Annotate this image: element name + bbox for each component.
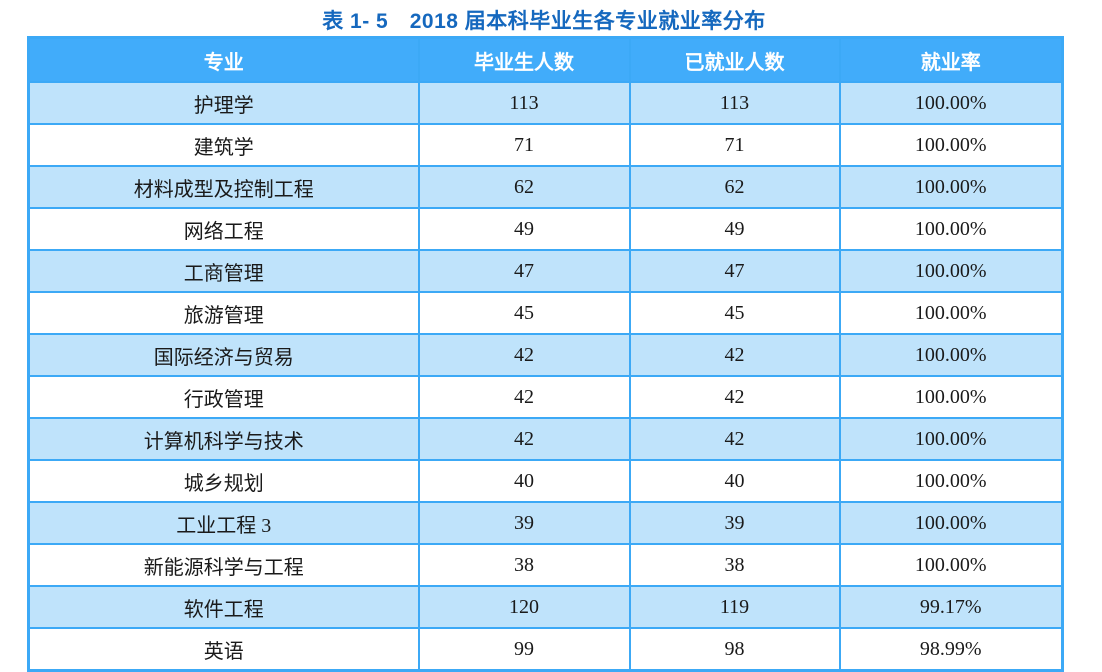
employed-cell: 42 — [628, 375, 841, 419]
major-cell: 旅游管理 — [27, 291, 420, 335]
rate-cell: 100.00% — [838, 459, 1064, 503]
table-row: 计算机科学与技术 42 42 100.00% — [27, 417, 1064, 461]
graduates-cell: 49 — [417, 207, 631, 251]
rate-cell: 100.00% — [838, 81, 1064, 125]
rate-cell: 100.00% — [838, 375, 1064, 419]
major-cell: 英语 — [27, 627, 420, 672]
major-cell: 新能源科学与工程 — [27, 543, 420, 587]
employed-cell: 47 — [628, 249, 841, 293]
graduates-cell: 71 — [417, 123, 631, 167]
header-row: 专业 毕业生人数 已就业人数 就业率 — [27, 36, 1064, 83]
graduates-cell: 42 — [417, 417, 631, 461]
rate-cell: 100.00% — [838, 249, 1064, 293]
employed-cell: 119 — [628, 585, 841, 629]
rate-cell: 100.00% — [838, 165, 1064, 209]
employed-cell: 40 — [628, 459, 841, 503]
employed-cell: 39 — [628, 501, 841, 545]
col-header-rate: 就业率 — [838, 36, 1064, 83]
major-cell: 城乡规划 — [27, 459, 420, 503]
major-cell: 网络工程 — [27, 207, 420, 251]
rate-cell: 100.00% — [838, 417, 1064, 461]
col-header-employed: 已就业人数 — [628, 36, 841, 83]
graduates-cell: 113 — [417, 81, 631, 125]
table-row: 旅游管理 45 45 100.00% — [27, 291, 1064, 335]
employed-cell: 45 — [628, 291, 841, 335]
employed-cell: 62 — [628, 165, 841, 209]
major-cell: 计算机科学与技术 — [27, 417, 420, 461]
rate-cell: 100.00% — [838, 291, 1064, 335]
rate-cell: 100.00% — [838, 501, 1064, 545]
table-row: 国际经济与贸易 42 42 100.00% — [27, 333, 1064, 377]
rate-cell: 99.17% — [838, 585, 1064, 629]
rate-cell: 100.00% — [838, 123, 1064, 167]
employed-cell: 38 — [628, 543, 841, 587]
rate-cell: 98.99% — [838, 627, 1064, 672]
major-cell: 工商管理 — [27, 249, 420, 293]
table-row: 建筑学 71 71 100.00% — [27, 123, 1064, 167]
graduates-cell: 99 — [417, 627, 631, 672]
graduates-cell: 42 — [417, 333, 631, 377]
table-row: 行政管理 42 42 100.00% — [27, 375, 1064, 419]
table-row: 网络工程 49 49 100.00% — [27, 207, 1064, 251]
table-row: 城乡规划 40 40 100.00% — [27, 459, 1064, 503]
employed-cell: 49 — [628, 207, 841, 251]
graduates-cell: 45 — [417, 291, 631, 335]
table-row: 软件工程 120 119 99.17% — [27, 585, 1064, 629]
graduates-cell: 47 — [417, 249, 631, 293]
major-cell: 国际经济与贸易 — [27, 333, 420, 377]
rate-cell: 100.00% — [838, 333, 1064, 377]
major-cell: 护理学 — [27, 81, 420, 125]
graduates-cell: 120 — [417, 585, 631, 629]
employed-cell: 42 — [628, 417, 841, 461]
graduates-cell: 40 — [417, 459, 631, 503]
table-row: 英语 99 98 98.99% — [27, 627, 1064, 672]
table-row: 工业工程 3 39 39 100.00% — [27, 501, 1064, 545]
table-row: 工商管理 47 47 100.00% — [27, 249, 1064, 293]
major-cell: 建筑学 — [27, 123, 420, 167]
page-title: 表 1- 5 2018 届本科毕业生各专业就业率分布 — [322, 10, 766, 33]
graduates-cell: 42 — [417, 375, 631, 419]
graduates-cell: 62 — [417, 165, 631, 209]
employed-cell: 71 — [628, 123, 841, 167]
rate-cell: 100.00% — [838, 207, 1064, 251]
major-cell: 工业工程 3 — [27, 501, 420, 545]
employed-cell: 98 — [628, 627, 841, 672]
col-header-major: 专业 — [27, 36, 420, 83]
graduates-cell: 39 — [417, 501, 631, 545]
table-row: 材料成型及控制工程 62 62 100.00% — [27, 165, 1064, 209]
employment-rate-table: 专业 毕业生人数 已就业人数 就业率 护理学 113 113 100.00% 建… — [27, 36, 1064, 672]
rate-cell: 100.00% — [838, 543, 1064, 587]
major-cell: 行政管理 — [27, 375, 420, 419]
table-row: 新能源科学与工程 38 38 100.00% — [27, 543, 1064, 587]
table-row: 护理学 113 113 100.00% — [27, 81, 1064, 125]
employed-cell: 113 — [628, 81, 841, 125]
employed-cell: 42 — [628, 333, 841, 377]
graduates-cell: 38 — [417, 543, 631, 587]
col-header-graduates: 毕业生人数 — [417, 36, 631, 83]
major-cell: 材料成型及控制工程 — [27, 165, 420, 209]
major-cell: 软件工程 — [27, 585, 420, 629]
